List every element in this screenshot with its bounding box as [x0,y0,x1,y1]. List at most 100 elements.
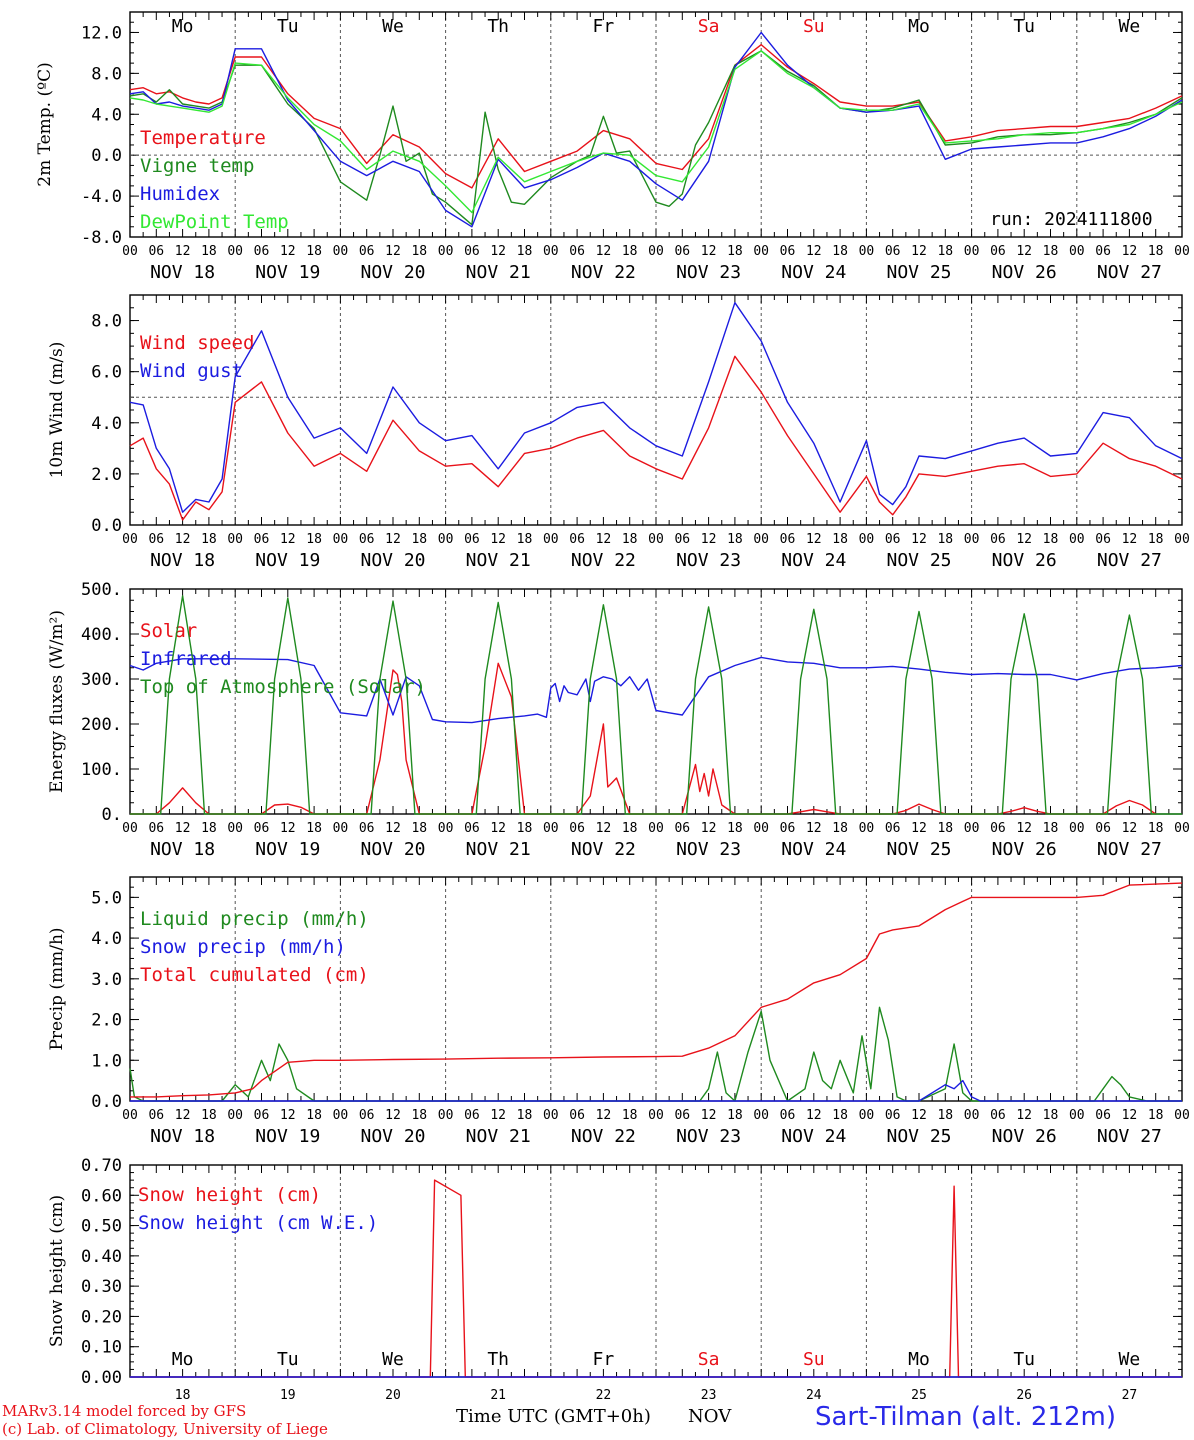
hour-tick-label: 12 [701,532,717,547]
hour-tick-label: 06 [780,821,796,836]
hour-tick-label: 06 [569,244,585,259]
y-axis-label: Snow height (cm) [47,1195,67,1347]
hour-tick-label: 12 [1122,821,1138,836]
hour-tick-label: 00 [438,532,454,547]
hour-tick-label: 18 [517,532,533,547]
hour-tick-label: 18 [832,1108,848,1123]
date-label: NOV 26 [992,1126,1057,1147]
hour-tick-label: 00 [859,1108,875,1123]
hour-tick-label: 06 [674,244,690,259]
run-label: run: 2024111800 [990,209,1153,230]
y-tick-label: 0.10 [81,1338,122,1358]
hour-tick-label: 06 [780,244,796,259]
date-label: NOV 20 [360,1126,425,1147]
date-label: NOV 19 [255,839,320,860]
hour-tick-label: 06 [1095,244,1111,259]
hour-tick-label: 06 [674,821,690,836]
date-label: NOV 24 [781,550,846,571]
hour-tick-label: 12 [596,821,612,836]
hour-tick-label: 06 [990,532,1006,547]
day-name-label: Fr [593,1349,615,1370]
legend-entry: Liquid precip (mm/h) [140,908,369,930]
date-label: NOV 20 [360,262,425,283]
y-axis-label: Precip (mm/h) [47,927,67,1050]
hour-tick-label: 12 [911,821,927,836]
y-tick-label: 6.0 [91,363,122,383]
date-label: NOV 25 [886,550,951,571]
hour-tick-label: 00 [227,244,243,259]
hour-tick-label: 00 [227,1108,243,1123]
series-line-top-of-atmosphere-solar- [130,595,1182,815]
hour-tick-label: 12 [175,1108,191,1123]
date-label: NOV 27 [1097,262,1162,283]
hour-tick-label: 12 [806,1108,822,1123]
date-label: NOV 24 [781,839,846,860]
hour-tick-label: 18 [1043,1108,1059,1123]
y-tick-label: 300. [81,670,122,690]
day-number-label: 20 [385,1388,401,1403]
series-line-snow-precip-mm-h- [130,1079,1182,1102]
hour-tick-label: 18 [517,821,533,836]
hour-tick-label: 12 [385,244,401,259]
day-name-label: Su [803,16,825,37]
hour-tick-label: 06 [254,1108,270,1123]
date-label: NOV 24 [781,1126,846,1147]
series-line-wind-speed [129,355,1183,521]
date-label: NOV 26 [992,550,1057,571]
panel-2: 0.0 2.0 4.0 6.0 8.0 10m Wind (m/s) 00 06 12 18 00 0… [47,294,1190,571]
day-name-label: Sa [698,16,720,37]
date-label: NOV 25 [886,839,951,860]
hour-tick-label: 06 [148,244,164,259]
hour-tick-label: 18 [1148,821,1164,836]
y-tick-label: 1.0 [91,1051,122,1071]
series-line-total-cumulated-cm- [130,882,1183,1098]
day-name-label: We [382,16,404,37]
day-number-label: 24 [806,1388,822,1403]
hour-tick-label: 18 [201,532,217,547]
hour-tick-label: 00 [1174,821,1190,836]
day-number-label: 22 [596,1388,612,1403]
day-number-label: 23 [701,1388,717,1403]
hour-tick-label: 18 [727,244,743,259]
legend-entry: Snow height (cm W.E.) [138,1212,378,1234]
y-tick-label: 4.0 [91,414,122,434]
hour-tick-label: 18 [832,532,848,547]
hour-tick-label: 00 [753,1108,769,1123]
hour-tick-label: 18 [201,244,217,259]
hour-tick-label: 18 [937,821,953,836]
hour-tick-label: 12 [280,821,296,836]
date-label: NOV 21 [466,262,531,283]
panel-1: -8.0 -4.0 0.0 4.0 8.0 12.0 2m Temp. (ºC) Mo Tu We… [35,11,1190,283]
hour-tick-label: 12 [1122,244,1138,259]
hour-tick-label: 18 [411,532,427,547]
hour-tick-label: 00 [227,532,243,547]
hour-tick-label: 12 [175,821,191,836]
y-tick-label: 0.30 [81,1277,122,1297]
hour-tick-label: 00 [1174,532,1190,547]
hour-tick-label: 12 [490,821,506,836]
hour-tick-label: 00 [333,1108,349,1123]
hour-tick-label: 00 [859,532,875,547]
hour-tick-label: 12 [385,532,401,547]
hour-tick-label: 00 [122,244,138,259]
hour-tick-label: 18 [1148,532,1164,547]
day-name-label: Tu [277,1349,299,1370]
day-name-label: Fr [593,16,615,37]
hour-tick-label: 12 [701,821,717,836]
hour-tick-label: 12 [280,532,296,547]
hour-tick-label: 00 [1174,1108,1190,1123]
hour-tick-label: 06 [254,532,270,547]
date-label: NOV 22 [571,262,636,283]
day-name-label: We [1119,16,1141,37]
hour-tick-label: 06 [359,1108,375,1123]
legend-entry: Snow precip (mm/h) [140,936,346,958]
date-label: NOV 27 [1097,839,1162,860]
panel-3: 0. 100. 200. 300. 400. 500. Energy fluxes (W/m… [47,580,1190,860]
hour-tick-label: 00 [859,244,875,259]
hour-tick-label: 18 [201,1108,217,1123]
date-label: NOV 22 [571,1126,636,1147]
series-line-infrared [129,656,1183,724]
hour-tick-label: 06 [1095,532,1111,547]
hour-tick-label: 12 [701,244,717,259]
legend-entry: Total cumulated (cm) [140,964,369,986]
